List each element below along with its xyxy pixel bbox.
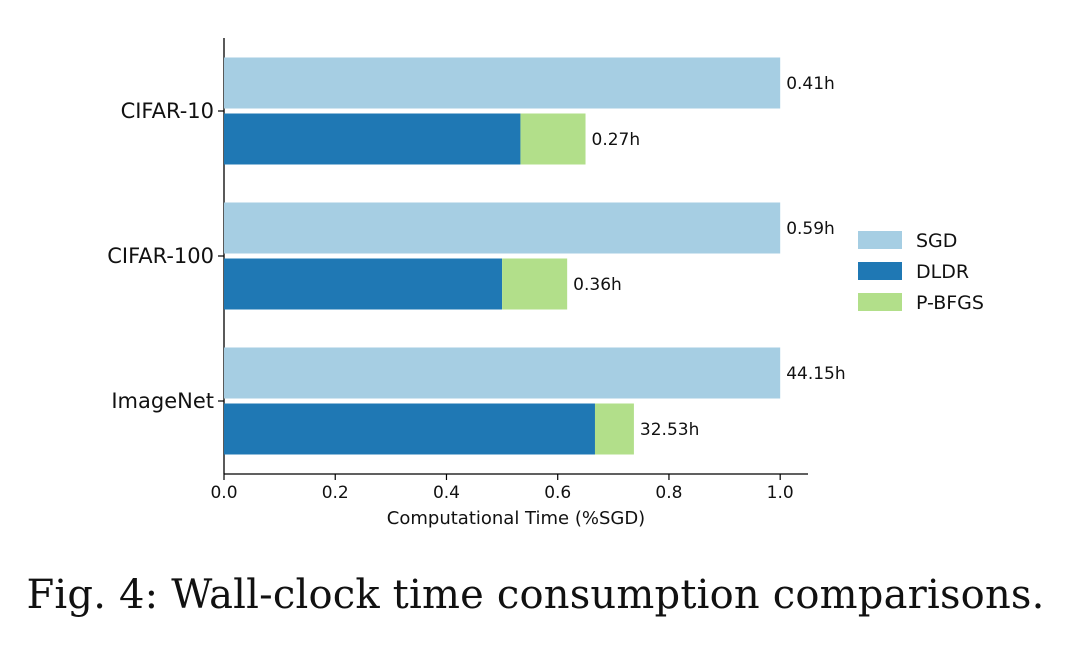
x-tick-label: 0.6 [544,483,571,503]
plot-area: 0.41h 0.27h CIFAR-10 0.59h 0.36h CIFAR-100 44.… [107,38,846,529]
bar-dldr [224,113,521,165]
bar-dldr [224,258,503,310]
x-tick-label: 0.0 [210,483,237,503]
bar-label-sgd: 0.59h [786,219,835,239]
bar-label-pbfgs: 0.27h [592,130,641,150]
legend-label: SGD [916,230,957,252]
legend-label: DLDR [916,261,969,283]
bar-pbfgs [520,113,586,165]
x-tick-label: 0.4 [433,483,460,503]
bar-label-sgd: 0.41h [786,74,835,94]
figure-caption: Fig. 4: Wall-clock time consumption comp… [26,572,1045,618]
bar-sgd [224,57,781,109]
bar-sgd [224,347,781,399]
x-tick-label: 0.8 [655,483,682,503]
legend-label: P-BFGS [916,292,984,314]
bar-pbfgs [594,403,634,455]
category-label: CIFAR-100 [107,244,214,268]
x-tick-label: 0.2 [322,483,349,503]
bar-dldr [224,403,595,455]
legend-swatch-p-bfgs [858,293,902,311]
bar-chart: 0.41h 0.27h CIFAR-10 0.59h 0.36h CIFAR-100 44.… [107,38,984,529]
legend-swatch-dldr [858,262,902,280]
bar-pbfgs [502,258,568,310]
bar-label-pbfgs: 32.53h [640,420,699,440]
legend-swatch-sgd [858,231,902,249]
bar-sgd [224,202,781,254]
x-axis-title: Computational Time (%SGD) [387,508,645,529]
bar-label-sgd: 44.15h [786,364,845,384]
legend: SGD DLDR P-BFGS [858,230,984,314]
category-label: ImageNet [111,389,214,413]
x-tick-label: 1.0 [767,483,794,503]
category-label: CIFAR-10 [121,99,214,123]
bar-label-pbfgs: 0.36h [573,275,622,295]
